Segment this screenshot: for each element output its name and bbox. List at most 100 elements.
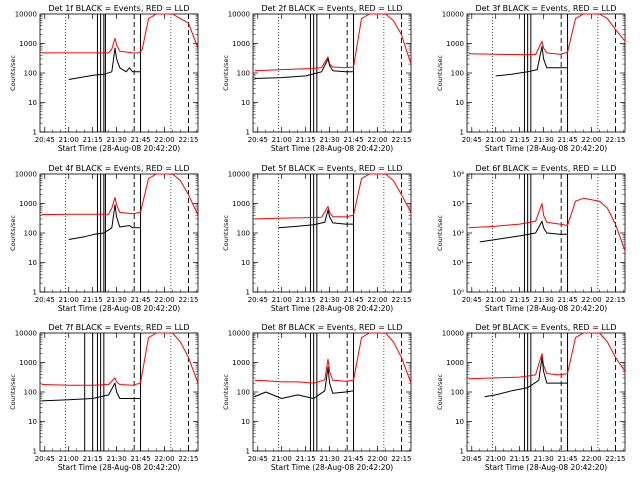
lld-rate-line [41, 332, 199, 386]
y-tick-label: 100 [237, 70, 250, 78]
lld-rate-line [254, 13, 412, 72]
x-axis-label: Start Time (28-Aug-08 20:42:20) [271, 463, 393, 472]
panel-6: Det 6f BLACK = Events, RED = LLD 10⁰ 10¹ 10… [436, 164, 626, 313]
y-tick-label: 1 [460, 129, 464, 137]
y-tick-label: 10 [28, 99, 37, 107]
y-tick-label: 1000 [232, 359, 250, 367]
x-tick-label: 21:30 [320, 136, 340, 144]
y-tick-label: 100 [451, 389, 464, 397]
y-tick-label: 10 [241, 99, 250, 107]
y-axis-label: Counts/sec [222, 215, 230, 251]
panel-title: Det 4f BLACK = Events, RED = LLD [48, 164, 189, 173]
x-tick-label: 21:45 [557, 136, 577, 144]
x-tick-label: 20:45 [462, 136, 482, 144]
panel-9: Det 9f BLACK = Events, RED = LLD 1 10 100 10… [436, 323, 626, 472]
panel-title: Det 7f BLACK = Events, RED = LLD [48, 323, 189, 332]
events-rate-line [254, 366, 354, 399]
x-tick-label: 21:15 [296, 136, 316, 144]
x-tick-label: 21:45 [343, 455, 363, 463]
x-tick-label: 21:45 [130, 136, 150, 144]
x-tick-label: 20:45 [462, 296, 482, 304]
x-tick-label: 21:00 [59, 455, 79, 463]
panel-7: Det 7f BLACK = Events, RED = LLD 1 10 100 10… [9, 323, 199, 472]
panel-title: Det 5f BLACK = Events, RED = LLD [261, 164, 402, 173]
y-tick-label: 1000 [232, 200, 250, 208]
x-tick-label: 22:15 [605, 296, 625, 304]
y-tick-label: 10³ [452, 200, 464, 208]
y-tick-label: 100 [24, 230, 37, 238]
x-tick-label: 22:15 [178, 296, 198, 304]
x-tick-label: 21:30 [320, 296, 340, 304]
events-rate-line [495, 45, 568, 77]
x-tick-label: 22:00 [367, 455, 387, 463]
y-axis-label: Counts/sec [436, 215, 444, 251]
panel-title: Det 1f BLACK = Events, RED = LLD [48, 4, 189, 13]
x-tick-label: 20:45 [35, 296, 55, 304]
x-tick-label: 21:15 [510, 455, 530, 463]
x-tick-label: 20:45 [35, 455, 55, 463]
lld-rate-line [41, 13, 199, 54]
y-tick-label: 10⁰ [452, 289, 464, 297]
events-rate-line [254, 58, 354, 79]
y-axis-label: Counts/sec [9, 374, 17, 410]
x-tick-label: 21:15 [296, 296, 316, 304]
x-tick-label: 21:00 [486, 455, 506, 463]
x-tick-label: 21:15 [510, 136, 530, 144]
x-tick-label: 22:00 [154, 136, 174, 144]
x-tick-label: 20:45 [35, 136, 55, 144]
panel-title: Det 6f BLACK = Events, RED = LLD [475, 164, 616, 173]
y-tick-label: 1 [246, 448, 250, 456]
x-axis-label: Start Time (28-Aug-08 20:42:20) [485, 304, 607, 313]
y-axis-label: Counts/sec [222, 55, 230, 91]
x-tick-label: 21:00 [272, 136, 292, 144]
events-rate-line [484, 356, 568, 398]
x-tick-label: 21:30 [107, 136, 127, 144]
y-tick-label: 1000 [19, 359, 37, 367]
y-tick-label: 100 [451, 70, 464, 78]
x-tick-label: 21:15 [296, 455, 316, 463]
x-tick-label: 21:00 [486, 136, 506, 144]
x-tick-label: 22:15 [391, 296, 411, 304]
x-tick-label: 21:00 [59, 136, 79, 144]
panel-title: Det 9f BLACK = Events, RED = LLD [475, 323, 616, 332]
y-tick-label: 10¹ [452, 259, 464, 267]
x-tick-label: 22:00 [581, 296, 601, 304]
x-tick-label: 22:15 [178, 136, 198, 144]
x-tick-label: 21:45 [130, 296, 150, 304]
y-tick-label: 1000 [446, 359, 464, 367]
x-tick-label: 21:15 [83, 455, 103, 463]
x-tick-label: 20:45 [248, 136, 268, 144]
x-tick-label: 21:45 [557, 455, 577, 463]
x-tick-label: 22:15 [605, 455, 625, 463]
x-tick-label: 20:45 [462, 455, 482, 463]
events-rate-line [278, 209, 354, 229]
y-tick-label: 1000 [19, 40, 37, 48]
x-tick-label: 22:15 [391, 136, 411, 144]
x-axis-label: Start Time (28-Aug-08 20:42:20) [271, 144, 393, 153]
y-tick-label: 10000 [442, 330, 464, 338]
panel-1: Det 1f BLACK = Events, RED = LLD 1 10 100 10… [9, 4, 199, 153]
panel-2: Det 2f BLACK = Events, RED = LLD 1 10 100 10… [222, 4, 412, 153]
x-tick-label: 21:30 [534, 136, 554, 144]
y-tick-label: 1 [460, 448, 464, 456]
y-axis-label: Counts/sec [9, 55, 17, 91]
y-tick-label: 1 [33, 129, 37, 137]
panel-4: Det 4f BLACK = Events, RED = LLD 1 10 100 10… [9, 164, 199, 313]
x-tick-label: 22:00 [154, 455, 174, 463]
x-tick-label: 21:00 [486, 296, 506, 304]
y-tick-label: 10 [28, 259, 37, 267]
x-tick-label: 20:45 [248, 296, 268, 304]
y-tick-label: 10000 [228, 171, 250, 179]
x-tick-label: 21:30 [107, 455, 127, 463]
y-tick-label: 1000 [19, 200, 37, 208]
x-tick-label: 20:45 [248, 455, 268, 463]
y-axis-label: Counts/sec [222, 374, 230, 410]
y-tick-label: 10 [455, 418, 464, 426]
events-rate-line [479, 220, 568, 243]
x-tick-label: 21:00 [59, 296, 79, 304]
lld-rate-line [468, 197, 626, 251]
y-tick-label: 10000 [228, 330, 250, 338]
y-tick-label: 1000 [446, 40, 464, 48]
x-tick-label: 21:45 [130, 455, 150, 463]
y-tick-label: 10⁴ [452, 171, 464, 179]
